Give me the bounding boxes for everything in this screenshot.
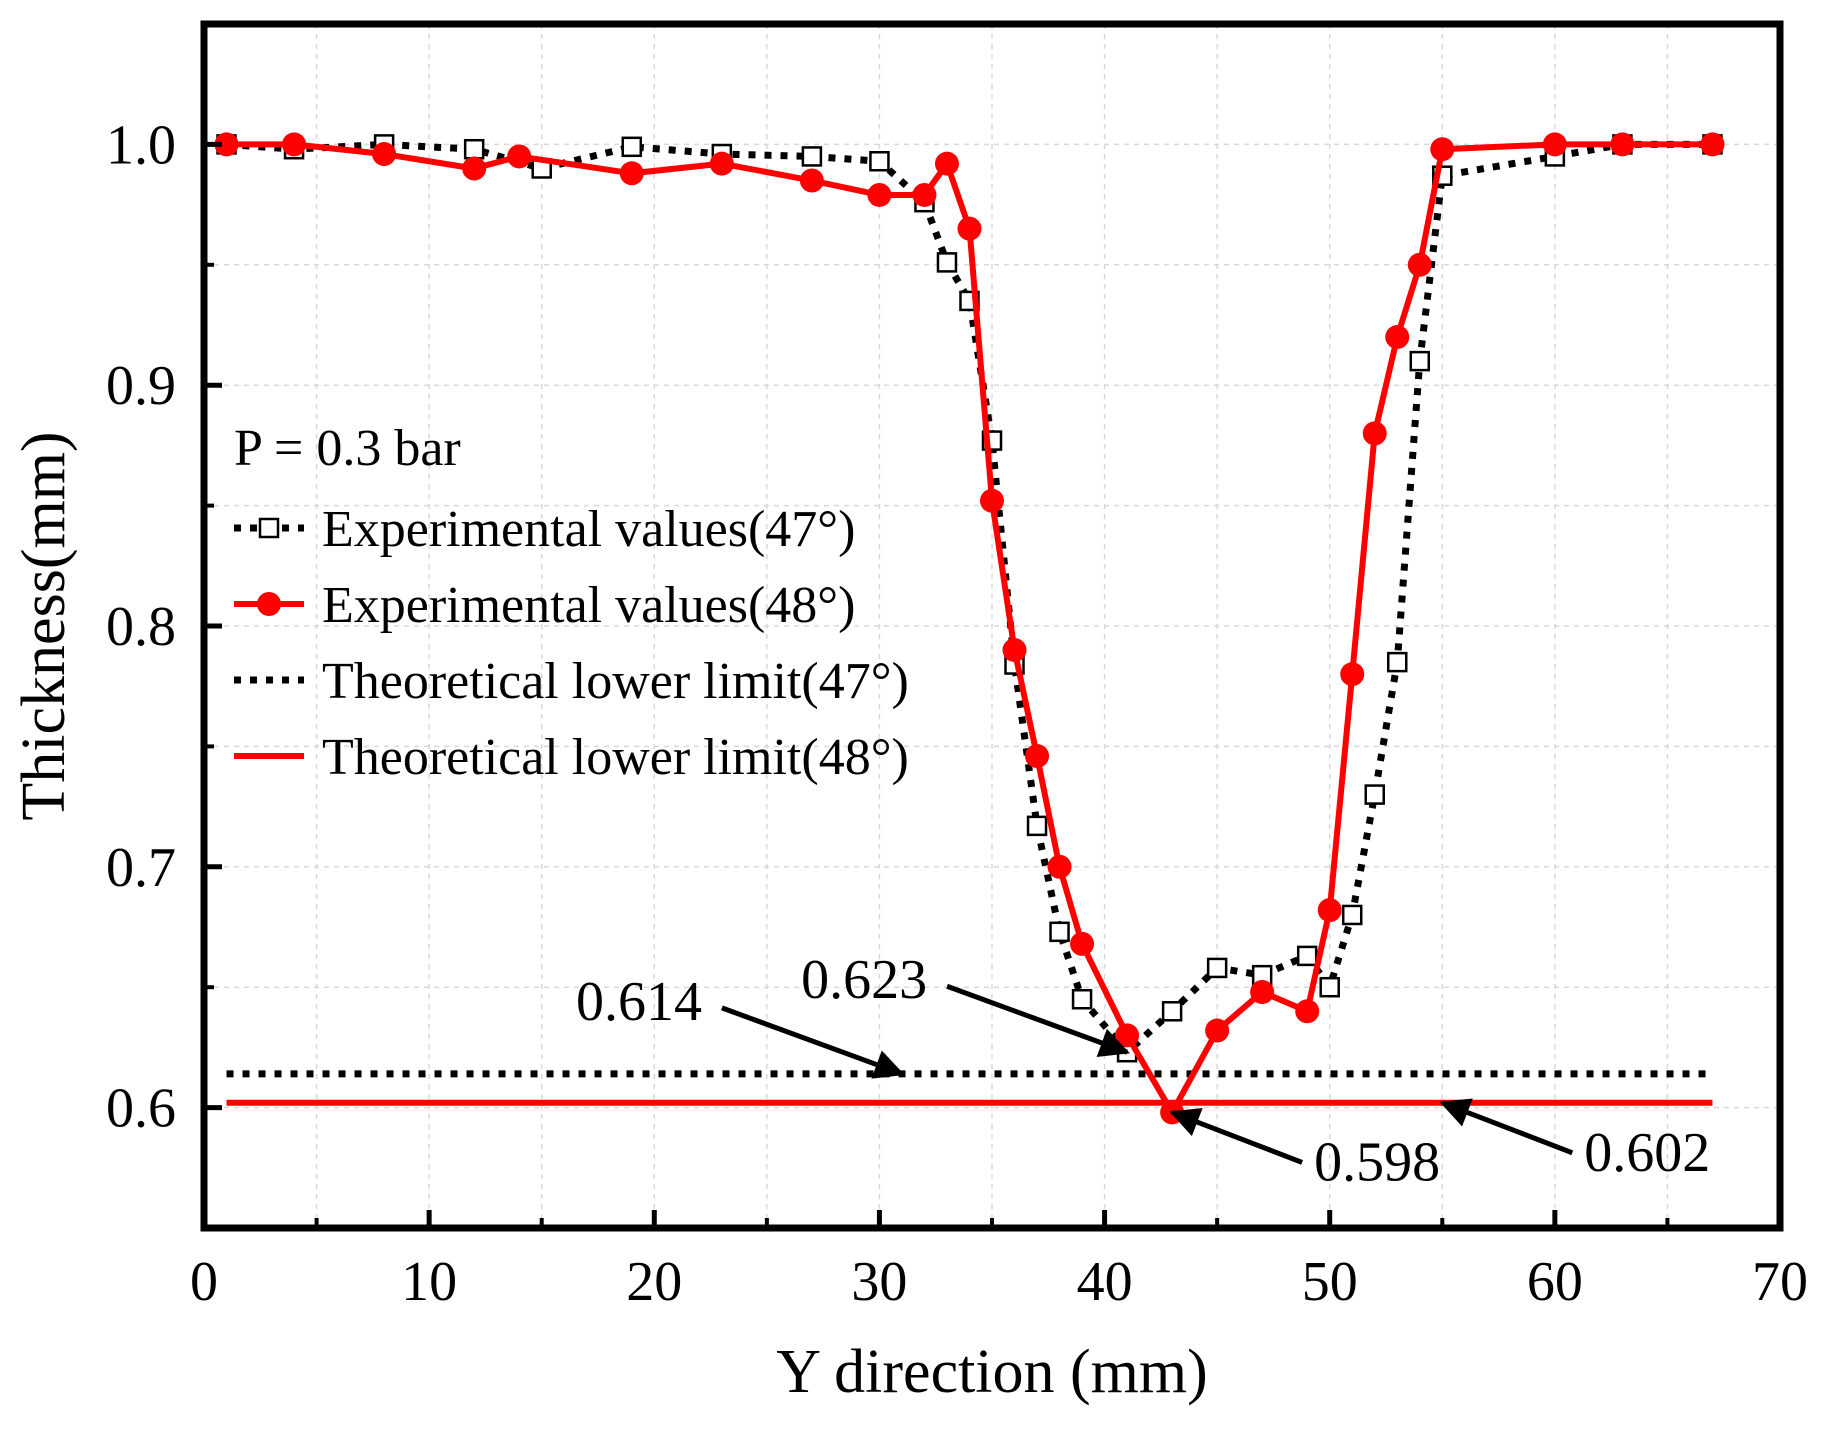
series-2-point <box>1542 132 1567 157</box>
series-2-point <box>980 488 1004 513</box>
series-1-point <box>801 146 823 167</box>
y-tick-label: 1.0 <box>106 114 176 176</box>
series-2-point <box>1025 744 1050 769</box>
series-2-point <box>372 142 397 167</box>
legend-label: Theoretical lower limit(48°) <box>322 729 909 786</box>
series-1-point <box>1319 976 1340 998</box>
x-tick-label: 50 <box>1302 1251 1358 1313</box>
series-1-point <box>1341 904 1363 926</box>
series-2-point <box>1250 980 1275 1005</box>
series-2-point <box>1610 132 1635 157</box>
series-1-point <box>936 252 958 273</box>
series-2-point <box>1205 1018 1230 1043</box>
x-tick-label: 60 <box>1527 1251 1583 1313</box>
series-2-point <box>912 182 937 207</box>
series-2-point <box>1430 137 1455 162</box>
annotation-arrow <box>946 983 1130 1058</box>
y-tick-label: 0.6 <box>106 1078 176 1140</box>
series-2-point <box>1115 1023 1140 1048</box>
x-tick-label: 30 <box>851 1251 907 1313</box>
x-tick-label: 0 <box>190 1251 218 1313</box>
annotation-label: 0.623 <box>801 949 927 1011</box>
series-1-point <box>1206 957 1228 979</box>
series-1-point <box>869 151 890 172</box>
series-2-point <box>462 156 487 181</box>
series-2-point <box>799 168 824 193</box>
x-tick-label: 40 <box>1077 1251 1133 1313</box>
series-2-point <box>214 132 239 157</box>
series-2-point <box>1700 132 1725 157</box>
series-1-point <box>621 136 643 158</box>
series-2-point <box>1070 931 1095 956</box>
series-1-point <box>1071 988 1093 1010</box>
x-tick-label: 10 <box>401 1251 457 1313</box>
axis-ticks: 0 10 20 30 40 50 60 70 0.6 0.7 0.8 0.9 1.0 <box>106 114 1808 1313</box>
series-2-point <box>1002 638 1027 663</box>
annotation-arrow <box>1439 1098 1574 1156</box>
annotation-arrow <box>1169 1108 1304 1165</box>
legend-swatch-marker <box>257 592 281 616</box>
x-tick-label: 70 <box>1752 1251 1808 1313</box>
y-tick-label: 0.8 <box>106 596 176 658</box>
series-2-point <box>1317 898 1342 923</box>
annotation-arrow <box>721 1005 905 1079</box>
series-1-point <box>1026 815 1048 837</box>
series-1-point <box>1049 921 1070 943</box>
y-axis-title: Thickness(mm) <box>10 431 78 820</box>
legend-label: Theoretical lower limit(47°) <box>322 653 909 710</box>
series-2-point <box>1295 999 1320 1024</box>
series-2-point <box>619 161 644 186</box>
legend-header: P = 0.3 bar <box>234 420 461 477</box>
series-2-point <box>282 132 307 157</box>
theoretical-limit-lines <box>226 1070 1713 1106</box>
series-2-point <box>507 144 532 169</box>
series-2-point <box>934 151 959 176</box>
legend-label: Experimental values(48°) <box>322 577 855 634</box>
annotations: 0.614 0.623 0.598 0.602 <box>576 949 1710 1193</box>
legend-swatch-marker <box>258 517 280 539</box>
series-1-point <box>1409 350 1431 372</box>
series-2-point <box>709 151 734 176</box>
series-2-point <box>1385 325 1410 350</box>
series-1-point <box>1161 1001 1183 1022</box>
annotation-label: 0.614 <box>576 971 702 1033</box>
series-1-point <box>1364 784 1385 805</box>
x-axis-title: Y direction (mm) <box>776 1338 1208 1406</box>
series-2-point <box>1362 421 1387 446</box>
grid-lines <box>204 24 1780 1228</box>
annotation-label: 0.602 <box>1584 1122 1710 1184</box>
legend-label: Experimental values(47°) <box>322 501 855 558</box>
series-1-point <box>463 138 485 160</box>
series-2-point <box>1407 252 1432 277</box>
y-tick-label: 0.7 <box>106 837 176 899</box>
series-2-point <box>1340 662 1365 687</box>
series-2-point <box>957 216 982 241</box>
series-2-point <box>1047 854 1072 879</box>
x-tick-label: 20 <box>626 1251 682 1313</box>
annotation-label: 0.598 <box>1314 1131 1440 1193</box>
series-1-point <box>1296 945 1318 967</box>
series-1-point <box>1387 651 1408 673</box>
series-2-point <box>867 182 892 207</box>
legend: P = 0.3 bar Experimental values(47°) Exper… <box>234 420 909 786</box>
y-tick-label: 0.9 <box>106 355 176 417</box>
